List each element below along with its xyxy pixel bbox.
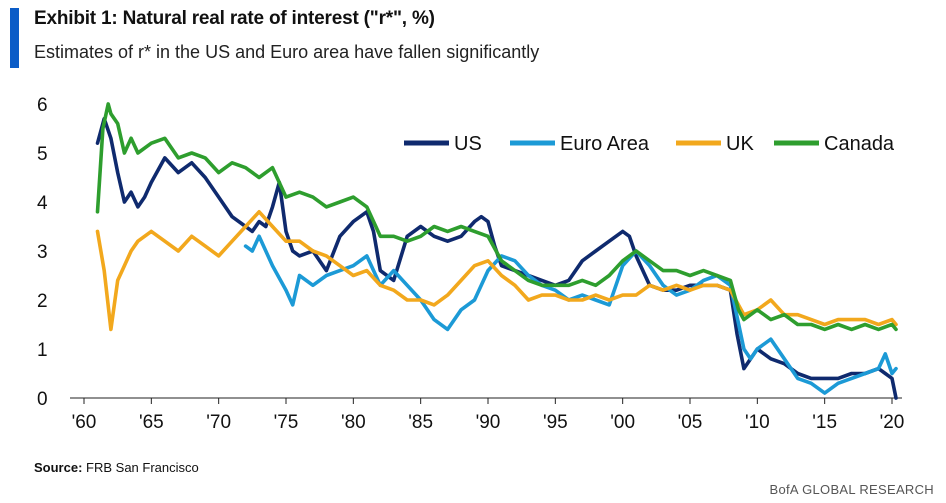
y-tick-label: 4 [37, 193, 48, 214]
footer-brand: BofA GLOBAL RESEARCH [769, 482, 934, 497]
chart-subtitle: Estimates of r* in the US and Euro area … [34, 42, 540, 62]
legend-label: US [454, 133, 482, 155]
x-tick-label: '80 [341, 412, 366, 433]
x-tick-label: '05 [678, 412, 703, 433]
source-label: Source: [34, 460, 83, 475]
x-tick-label: '00 [610, 412, 635, 433]
source-note: Source: FRB San Francisco [34, 460, 199, 475]
chart-title: Exhibit 1: Natural real rate of interest… [34, 8, 435, 29]
y-tick-label: 5 [37, 144, 48, 165]
x-tick-label: '10 [745, 412, 770, 433]
y-tick-label: 6 [37, 95, 48, 116]
x-tick-label: '90 [476, 412, 501, 433]
source-text: FRB San Francisco [86, 460, 199, 475]
legend-label: Euro Area [560, 133, 650, 155]
y-tick-label: 0 [37, 389, 48, 410]
legend-label: UK [726, 133, 754, 155]
y-tick-label: 3 [37, 242, 48, 263]
series-line-us [95, 116, 898, 400]
y-tick-label: 2 [37, 291, 48, 312]
x-tick-label: '60 [72, 412, 97, 433]
series-line-canada [95, 102, 898, 332]
x-tick-label: '20 [880, 412, 905, 433]
x-tick-label: '65 [139, 412, 164, 433]
legend-label: Canada [824, 133, 895, 155]
x-tick-label: '75 [274, 412, 299, 433]
x-tick-label: '70 [206, 412, 231, 433]
series-line-euro-area [243, 234, 898, 395]
y-tick-label: 1 [37, 340, 48, 361]
x-tick-label: '85 [408, 412, 433, 433]
x-tick-label: '15 [812, 412, 837, 433]
accent-bar [10, 8, 19, 68]
x-tick-label: '95 [543, 412, 568, 433]
series-line-uk [95, 210, 898, 332]
